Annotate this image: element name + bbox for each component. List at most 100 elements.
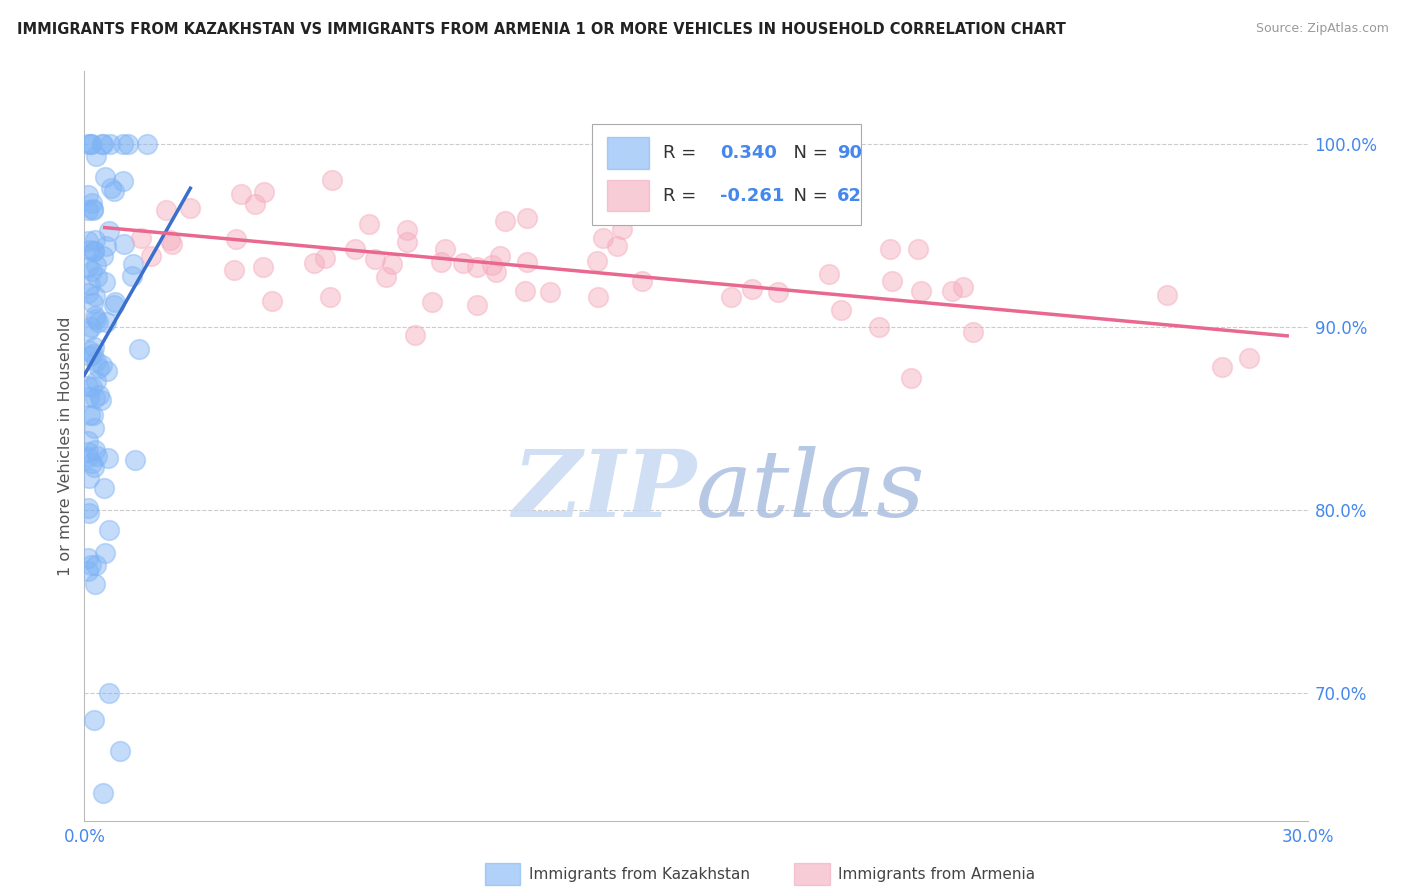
FancyBboxPatch shape: [592, 124, 860, 225]
Point: [467, 260, 489, 274]
Point: [139, 249, 162, 263]
Text: IMMIGRANTS FROM KAZAKHSTAN VS IMMIGRANTS FROM ARMENIA 1 OR MORE VEHICLES IN HOUS: IMMIGRANTS FROM KAZAKHSTAN VS IMMIGRANTS…: [17, 22, 1066, 37]
Point: [302, 255, 325, 269]
Point: [86, 269, 108, 284]
Y-axis label: 1 or more Vehicles in Household: 1 or more Vehicles in Household: [58, 317, 73, 575]
Point: [87, 388, 110, 402]
Point: [396, 223, 419, 237]
Point: [741, 282, 763, 296]
Point: [83, 244, 105, 259]
Point: [319, 290, 342, 304]
Point: [80, 137, 103, 152]
Point: [941, 285, 963, 299]
Point: [1239, 351, 1261, 365]
Point: [94, 276, 117, 290]
Point: [364, 252, 387, 266]
Point: [96, 364, 118, 378]
Point: [128, 342, 150, 356]
Text: Immigrants from Kazakhstan: Immigrants from Kazakhstan: [529, 867, 749, 881]
Point: [117, 137, 139, 152]
Point: [77, 324, 100, 338]
Point: [86, 449, 108, 463]
Point: [344, 242, 367, 256]
Point: [962, 326, 984, 340]
Point: [112, 237, 135, 252]
Point: [77, 500, 100, 515]
Point: [82, 296, 104, 310]
Point: [121, 268, 143, 283]
Point: [243, 196, 266, 211]
Point: [160, 236, 183, 251]
Point: [79, 350, 101, 364]
Point: [96, 315, 118, 329]
Point: [129, 231, 152, 245]
Point: [612, 222, 634, 236]
Point: [82, 264, 104, 278]
Point: [453, 255, 475, 269]
Point: [882, 274, 904, 288]
Point: [77, 187, 100, 202]
Text: ZIP: ZIP: [512, 446, 696, 536]
Point: [433, 242, 456, 256]
Point: [1211, 360, 1233, 375]
Point: [79, 391, 101, 405]
Point: [82, 203, 104, 218]
Point: [83, 443, 105, 458]
Point: [98, 137, 121, 152]
Point: [159, 233, 181, 247]
Point: [429, 255, 451, 269]
Point: [907, 243, 929, 257]
Point: [262, 293, 284, 308]
Point: [79, 408, 101, 422]
Point: [80, 196, 103, 211]
Point: [122, 257, 145, 271]
Point: [83, 421, 105, 435]
Point: [94, 169, 117, 184]
Text: atlas: atlas: [696, 446, 925, 536]
Point: [631, 275, 654, 289]
Point: [83, 713, 105, 727]
Point: [84, 149, 107, 163]
Point: [84, 391, 107, 405]
Text: R =: R =: [664, 144, 702, 162]
Point: [83, 310, 105, 324]
Text: N =: N =: [782, 186, 834, 205]
Point: [77, 450, 100, 465]
Point: [124, 453, 146, 467]
Point: [80, 137, 103, 152]
Point: [97, 224, 120, 238]
Point: [79, 320, 101, 334]
Point: [83, 577, 105, 591]
Point: [87, 315, 110, 329]
Point: [225, 232, 247, 246]
Point: [77, 564, 100, 578]
Point: [516, 255, 538, 269]
Point: [489, 248, 512, 262]
Point: [77, 506, 100, 520]
Point: [83, 460, 105, 475]
Point: [314, 252, 336, 266]
Point: [77, 471, 100, 485]
Point: [77, 203, 100, 218]
Point: [80, 380, 103, 394]
Point: [77, 550, 100, 565]
FancyBboxPatch shape: [606, 137, 650, 169]
Point: [252, 260, 274, 275]
Point: [720, 290, 742, 304]
Point: [108, 744, 131, 758]
Point: [79, 243, 101, 257]
Point: [77, 379, 100, 393]
Point: [77, 285, 100, 300]
Point: [516, 211, 538, 225]
Text: R =: R =: [664, 186, 702, 205]
Point: [222, 263, 245, 277]
Point: [374, 269, 396, 284]
Text: 0.340: 0.340: [720, 144, 778, 162]
Point: [404, 328, 426, 343]
Point: [104, 294, 127, 309]
Point: [79, 344, 101, 359]
FancyBboxPatch shape: [606, 180, 650, 211]
Point: [90, 393, 112, 408]
Point: [77, 260, 100, 275]
Point: [77, 434, 100, 448]
